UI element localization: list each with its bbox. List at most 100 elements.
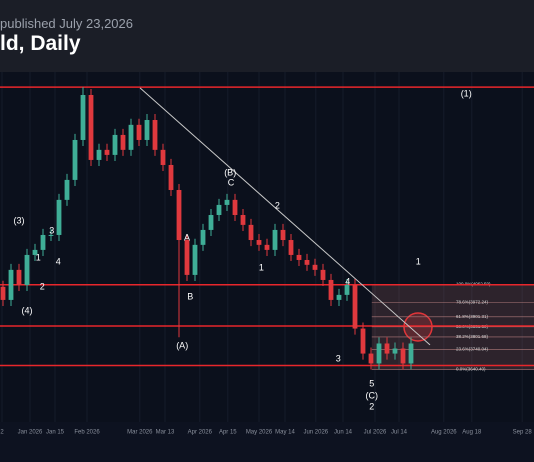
x-tick-label: Feb 2026 xyxy=(74,430,100,436)
wave-label: B xyxy=(187,291,193,301)
x-tick-label: Apr 15 xyxy=(219,430,237,436)
x-tick-label: Mar 13 xyxy=(156,430,175,436)
candle-body xyxy=(368,353,374,364)
candle-body xyxy=(88,94,94,160)
wave-label: A xyxy=(184,232,190,242)
candle-body xyxy=(256,240,262,245)
time-axis-background xyxy=(0,422,534,462)
wave-label: 2 xyxy=(275,200,280,210)
candle-body xyxy=(48,234,54,236)
fib-label: 100.0%(4062.59) xyxy=(456,281,491,286)
candle-body xyxy=(24,254,30,285)
candle-body xyxy=(112,134,118,155)
candle-body xyxy=(32,249,38,255)
candle-body xyxy=(280,229,286,241)
wave-label: 2 xyxy=(369,401,374,411)
candle-body xyxy=(16,269,22,285)
wave-label: 4 xyxy=(56,256,61,266)
x-tick-label: Jan 2026 xyxy=(18,430,43,436)
candle-body xyxy=(96,149,102,160)
candle-body xyxy=(208,215,214,230)
candle-body xyxy=(408,343,414,364)
x-tick-label: Jan 15 xyxy=(46,430,65,436)
fib-label: 78.6%(3972.24) xyxy=(456,300,489,305)
x-tick-label: May 14 xyxy=(275,430,295,436)
x-tick-label: 2 xyxy=(0,430,4,436)
candle-body xyxy=(352,284,358,329)
candle-body xyxy=(200,229,206,245)
candle-body xyxy=(312,264,318,270)
wave-label: (A) xyxy=(176,340,188,350)
candle-body xyxy=(56,199,62,235)
wave-label: C xyxy=(228,177,235,187)
candle-body xyxy=(8,269,14,300)
wave-label: 2 xyxy=(40,281,45,291)
candle-body xyxy=(320,269,326,280)
wave-label: (B) xyxy=(224,167,236,177)
wave-label: (1) xyxy=(461,88,472,98)
fib-label: 0.0%(3640.40) xyxy=(456,367,486,372)
x-tick-label: Jul 14 xyxy=(391,430,408,436)
fib-label: 61.8%(3901.31) xyxy=(456,314,489,319)
x-tick-label: Aug 2026 xyxy=(431,430,457,436)
candle-body xyxy=(400,348,406,364)
x-tick-label: Jun 14 xyxy=(334,430,353,436)
wave-label: 3 xyxy=(49,225,54,235)
candle-body xyxy=(376,343,382,364)
symbol-title: ld, Daily xyxy=(0,32,81,55)
wave-label: 1 xyxy=(416,256,421,266)
candle-body xyxy=(80,94,86,140)
candle-body xyxy=(360,328,366,354)
x-tick-label: Jun 2026 xyxy=(303,430,328,436)
x-tick-label: Aug 18 xyxy=(462,430,482,436)
header: published July 23,2026 ld, Daily xyxy=(0,0,534,72)
candle-body xyxy=(392,348,398,354)
candle-body xyxy=(160,149,166,165)
x-tick-label: Apr 2026 xyxy=(188,430,213,436)
candle-body xyxy=(136,124,142,140)
candle-body xyxy=(64,179,70,200)
candle-body xyxy=(176,189,182,241)
candle-body xyxy=(184,240,190,275)
x-tick-label: Jul 2026 xyxy=(364,430,387,436)
candle-body xyxy=(328,279,334,300)
candle-body xyxy=(336,294,342,300)
candle-body xyxy=(0,286,6,300)
candle-body xyxy=(40,234,46,250)
candle-body xyxy=(72,139,78,180)
wave-label: 4 xyxy=(345,276,350,286)
fib-label: 23.6%(3740.04) xyxy=(456,347,489,352)
wave-label: 1 xyxy=(36,252,41,262)
wave-label: (3) xyxy=(14,215,25,225)
candle-body xyxy=(296,254,302,260)
candle-body xyxy=(128,124,134,150)
candle-body xyxy=(264,244,270,250)
candle-body xyxy=(168,164,174,190)
candle-body xyxy=(248,224,254,241)
trendline xyxy=(139,87,431,346)
x-tick-label: May 2026 xyxy=(246,430,273,436)
candle-body xyxy=(384,343,390,354)
candle-body xyxy=(224,199,230,205)
candle-body xyxy=(144,120,150,140)
wave-label: (C) xyxy=(366,390,379,400)
candle-body xyxy=(288,240,294,255)
x-tick-label: Mar 2026 xyxy=(127,430,153,436)
candle-body xyxy=(104,149,110,155)
candle-body xyxy=(192,244,198,275)
wave-label: (4) xyxy=(22,305,33,315)
wave-label: 1 xyxy=(259,262,264,272)
candle-body xyxy=(272,229,278,250)
candle-body xyxy=(304,259,310,265)
candle-body xyxy=(216,204,222,216)
wave-label: 5 xyxy=(369,378,374,388)
candle-body xyxy=(232,199,238,216)
candle-body xyxy=(344,284,350,295)
x-tick-label: Sep 28 xyxy=(513,430,533,436)
candle-body xyxy=(152,120,158,150)
candle-body xyxy=(120,134,126,150)
published-date: published July 23,2026 xyxy=(0,16,133,31)
fib-label: 38.2%(3801.68) xyxy=(456,334,489,339)
